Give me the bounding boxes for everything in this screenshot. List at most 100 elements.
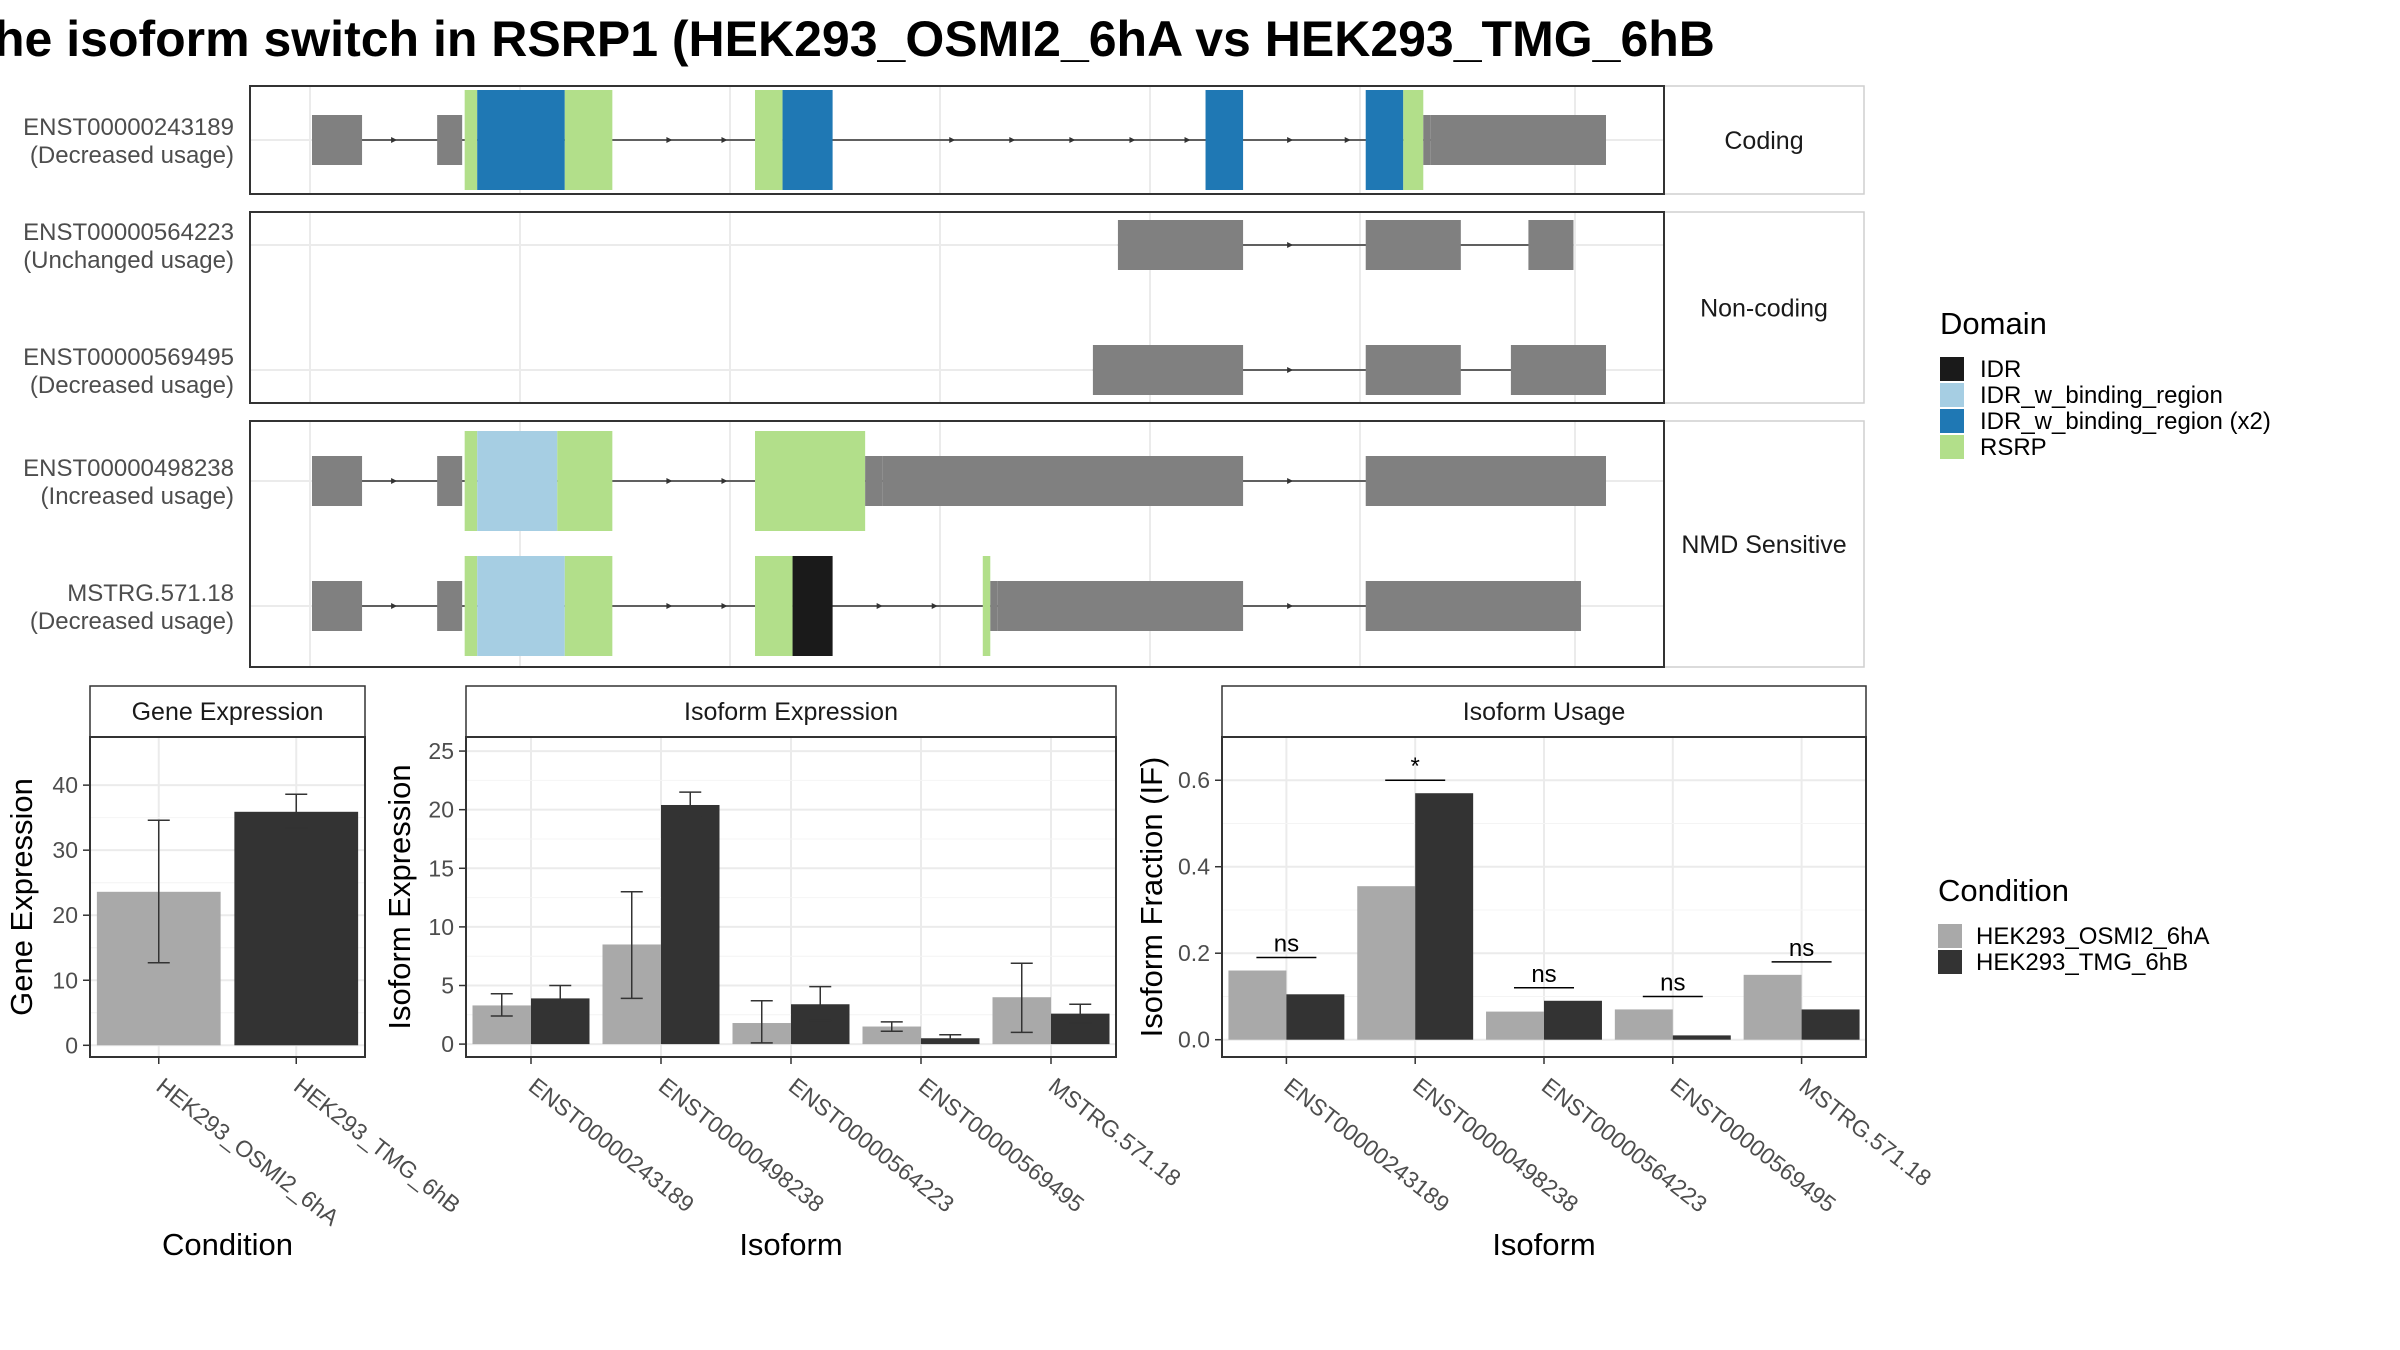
chart-title: Isoform Expression xyxy=(684,698,898,726)
transcript-ENST00000569495: ENST00000569495(Decreased usage) xyxy=(23,344,1606,399)
y-tick-label: 25 xyxy=(428,738,454,764)
chart-title: Isoform Usage xyxy=(1463,698,1626,726)
domain-exon xyxy=(464,90,478,190)
transcript-label: ENST00000243189 xyxy=(23,114,234,141)
x-tick-label: MSTRG.571.18 xyxy=(1044,1072,1186,1191)
significance-label: ns xyxy=(1531,961,1556,988)
domain-legend-label: IDR_w_binding_region xyxy=(1980,382,2223,409)
domain-exon xyxy=(792,556,833,656)
chart-title: Gene Expression xyxy=(132,698,324,726)
utr-exon xyxy=(312,581,363,631)
direction-arrow xyxy=(1287,137,1294,143)
facet-strip xyxy=(1663,85,1865,195)
domain-legend-key xyxy=(1940,409,1964,433)
utr-exon xyxy=(1365,220,1461,270)
direction-arrow xyxy=(721,137,728,143)
domain-exon xyxy=(564,90,613,190)
significance-label: * xyxy=(1411,753,1420,780)
significance-label: ns xyxy=(1274,931,1299,958)
domain-exon xyxy=(477,431,558,531)
domain-legend-label: RSRP xyxy=(1980,434,2047,461)
direction-arrow xyxy=(721,603,728,609)
domain-exon xyxy=(477,556,565,656)
bar xyxy=(1286,994,1345,1040)
direction-arrow xyxy=(1287,603,1294,609)
panel-border xyxy=(1221,736,1867,1058)
utr-exon xyxy=(1365,581,1581,631)
transcript-label: MSTRG.571.18 xyxy=(67,580,234,607)
transcript-ENST00000564223: ENST00000564223(Unchanged usage) xyxy=(23,219,1574,274)
isoform-structure-plot: Coding Non-coding NMD Sensitive ENST0000024… xyxy=(23,85,1865,668)
chart-1: Isoform Expression0510152025ENST00000243… xyxy=(382,685,1186,1262)
y-tick-label: 0.4 xyxy=(1178,854,1210,880)
domain-legend-label: IDR xyxy=(1980,356,2021,383)
direction-arrow xyxy=(876,603,883,609)
facet-strip xyxy=(1663,211,1865,404)
utr-exon xyxy=(997,581,1244,631)
domain-exon xyxy=(464,556,478,656)
significance-label: ns xyxy=(1789,935,1814,962)
condition-legend-key xyxy=(1938,950,1962,974)
direction-arrow xyxy=(721,478,728,484)
bar xyxy=(234,811,359,1046)
y-tick-label: 40 xyxy=(52,772,78,798)
expression-charts: Gene Expression010203040HEK293_OSMI2_6hA… xyxy=(4,685,1936,1262)
domain-legend-title: Domain xyxy=(1940,306,2047,341)
bar xyxy=(1672,1035,1731,1040)
domain-exon xyxy=(782,90,833,190)
y-tick-label: 20 xyxy=(52,902,78,928)
facet-strip-label: NMD Sensitive xyxy=(1681,531,1846,559)
panel-border xyxy=(249,420,1665,668)
y-tick-label: 10 xyxy=(428,914,454,940)
condition-legend-label: HEK293_OSMI2_6hA xyxy=(1976,923,2209,950)
domain-exon xyxy=(477,90,565,190)
utr-exon xyxy=(990,581,998,631)
y-tick-label: 0 xyxy=(65,1032,78,1058)
domain-exon xyxy=(1365,90,1404,190)
panel-border xyxy=(89,736,366,1058)
transcript-MSTRG.571.18: MSTRG.571.18(Decreased usage) xyxy=(30,556,1581,656)
transcript-usage-label: (Increased usage) xyxy=(41,483,234,510)
utr-exon xyxy=(1528,220,1574,270)
domain-exon xyxy=(464,431,478,531)
transcript-usage-label: (Unchanged usage) xyxy=(23,247,234,274)
direction-arrow xyxy=(1344,137,1351,143)
direction-arrow xyxy=(931,603,938,609)
y-tick-label: 30 xyxy=(52,837,78,863)
direction-arrow xyxy=(1009,137,1016,143)
domain-exon xyxy=(557,431,613,531)
bar xyxy=(1357,886,1416,1040)
panel-border xyxy=(465,736,1117,1058)
transcript-ENST00000498238: ENST00000498238(Increased usage) xyxy=(23,431,1606,531)
bar xyxy=(1228,970,1287,1040)
significance-label: ns xyxy=(1660,969,1685,996)
bar xyxy=(1614,1009,1673,1040)
utr-exon xyxy=(1365,345,1461,395)
utr-exon xyxy=(312,456,363,506)
domain-exon xyxy=(755,556,793,656)
condition-legend-label: HEK293_TMG_6hB xyxy=(1976,949,2188,976)
utr-exon xyxy=(437,581,463,631)
y-tick-label: 20 xyxy=(428,797,454,823)
y-tick-label: 0.0 xyxy=(1178,1027,1210,1053)
direction-arrow xyxy=(666,603,673,609)
y-axis-title: Isoform Fraction (IF) xyxy=(1134,757,1169,1038)
direction-arrow xyxy=(391,137,398,143)
domain-exon xyxy=(755,90,783,190)
utr-exon xyxy=(1092,345,1244,395)
utr-exon xyxy=(882,456,1244,506)
direction-arrow xyxy=(391,478,398,484)
bar xyxy=(1801,1009,1860,1040)
figure-title: he isoform switch in RSRP1 (HEK293_OSMI2… xyxy=(0,11,1715,67)
transcript-label: ENST00000569495 xyxy=(23,344,234,371)
utr-exon xyxy=(1430,115,1606,165)
transcript-usage-label: (Decreased usage) xyxy=(30,608,234,635)
transcript-usage-label: (Decreased usage) xyxy=(30,142,234,169)
bar xyxy=(1743,974,1802,1040)
direction-arrow xyxy=(666,137,673,143)
utr-exon xyxy=(437,456,463,506)
direction-arrow xyxy=(1287,242,1294,248)
utr-exon xyxy=(312,115,363,165)
y-tick-label: 5 xyxy=(441,972,454,998)
